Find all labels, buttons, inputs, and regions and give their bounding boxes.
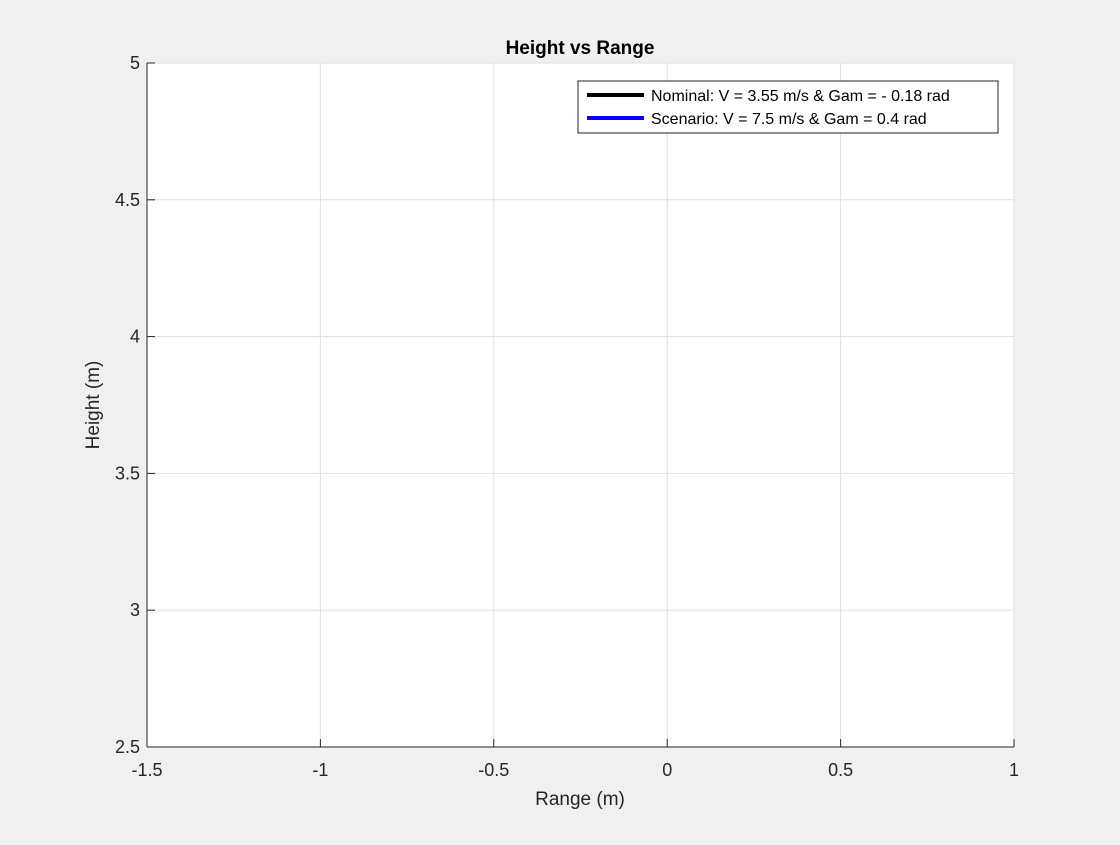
y-tick-label: 4 [130,327,140,347]
legend-label-scenario: Scenario: V = 7.5 m/s & Gam = 0.4 rad [651,111,927,128]
plot-area [147,63,1014,747]
legend-box [577,80,999,134]
chart-title: Height vs Range [506,38,655,59]
legend[interactable]: Nominal: V = 3.55 m/s & Gam = - 0.18 rad… [577,80,999,134]
x-axis-label: Range (m) [535,789,625,810]
x-tick-label: -1.5 [131,760,162,780]
y-tick-label: 5 [130,53,140,73]
legend-label-nominal: Nominal: V = 3.55 m/s & Gam = - 0.18 rad [651,88,950,105]
x-tick-label: 0.5 [828,760,853,780]
y-axis-label: Height (m) [83,361,104,450]
y-tick-label: 2.5 [115,737,140,757]
x-tick-label: 0 [662,760,672,780]
x-tick-label: -1 [312,760,328,780]
x-tick-label: -0.5 [478,760,509,780]
x-tick-label: 1 [1009,760,1019,780]
axes [146,63,1014,748]
y-tick-label: 3 [130,600,140,620]
y-tick-label: 4.5 [115,190,140,210]
x-axis-ticks: -1.5 -1 -0.5 0 0.5 1 [131,739,1019,780]
y-tick-label: 3.5 [115,463,140,483]
y-axis-ticks: 2.5 3 3.5 4 4.5 5 [115,53,155,757]
